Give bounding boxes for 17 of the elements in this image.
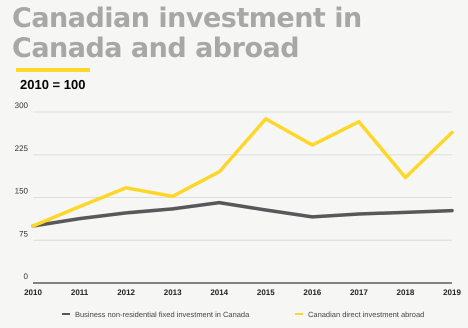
chart-title: Canadian investment in Canada and abroad (12, 3, 363, 64)
y-tick-label: 75 (19, 229, 29, 238)
x-tick-label: 2012 (117, 288, 136, 297)
y-tick-label: 0 (24, 272, 29, 281)
x-tick-label: 2019 (443, 288, 462, 297)
x-tick-label: 2011 (70, 288, 89, 297)
x-tick-label: 2010 (24, 288, 42, 297)
x-tick-label: 2013 (164, 288, 182, 297)
y-tick-label: 225 (14, 144, 29, 153)
x-tick-label: 2014 (210, 288, 229, 297)
x-tick-label: 2018 (396, 288, 415, 297)
y-tick-label: 150 (14, 186, 29, 196)
x-tick-label: 2015 (256, 288, 276, 297)
x-tick-label: 2016 (303, 288, 322, 297)
chart-subtitle: 2010 = 100 (20, 77, 86, 92)
x-tick-label: 2017 (350, 288, 368, 297)
y-tick-label: 300 (14, 101, 29, 110)
